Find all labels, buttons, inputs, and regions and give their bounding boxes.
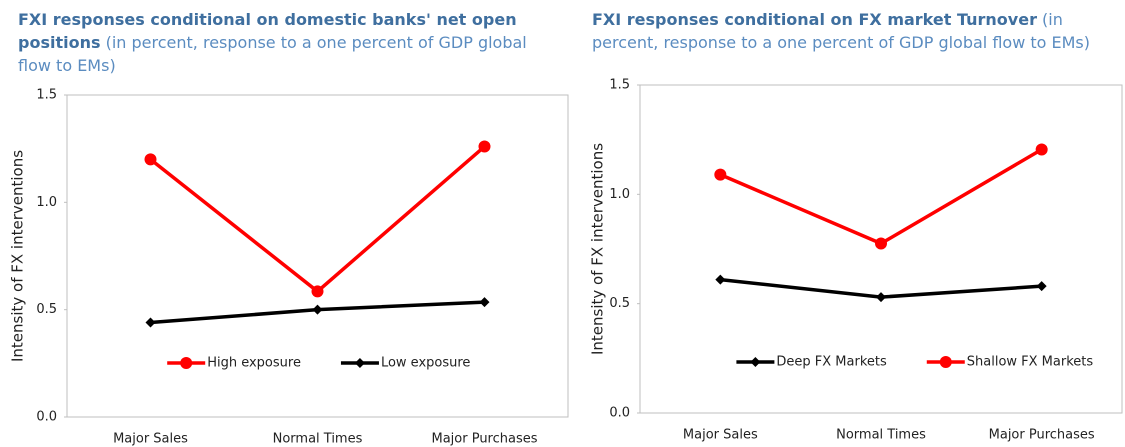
chart-heading: FXI responses conditional on domestic ba… <box>18 8 563 77</box>
data-point <box>145 317 156 328</box>
legend-label: High exposure <box>207 356 301 371</box>
legend-marker <box>939 356 952 368</box>
x-tick-label: Major Purchases <box>431 432 537 447</box>
y-tick-label: 0.0 <box>609 406 630 421</box>
plot-area <box>66 94 569 418</box>
plot-area <box>639 84 1123 414</box>
y-tick-label: 0.0 <box>36 410 57 425</box>
data-point <box>144 153 157 166</box>
x-tick-label: Normal Times <box>836 428 926 443</box>
data-point <box>876 292 886 303</box>
data-point <box>1035 143 1048 156</box>
legend-label: Shallow FX Markets <box>967 355 1094 370</box>
legend-marker <box>180 357 193 369</box>
data-point <box>478 140 491 153</box>
legend-marker <box>750 357 761 367</box>
data-point <box>312 304 323 315</box>
y-tick-label: 0.5 <box>36 302 57 317</box>
x-tick-label: Major Sales <box>113 432 188 447</box>
data-point <box>714 168 727 181</box>
chart-title: FXI responses conditional on domestic ba… <box>18 10 517 52</box>
y-axis-label: Intensity of FX interventions <box>589 143 607 355</box>
x-tick-label: Major Purchases <box>989 428 1095 443</box>
legend-label: Low exposure <box>381 356 470 371</box>
data-point <box>875 237 887 250</box>
y-axis-label: Intensity of FX interventions <box>9 150 27 362</box>
y-tick-label: 0.5 <box>609 296 630 311</box>
chart-heading: FXI responses conditional on FX market T… <box>592 8 1122 54</box>
data-point <box>311 285 324 298</box>
legend-label: Deep FX Markets <box>776 355 887 370</box>
legend-marker <box>354 358 365 368</box>
y-tick-label: 1.5 <box>36 88 57 103</box>
chart-title: FXI responses conditional on FX market T… <box>592 10 1037 29</box>
chart-subtitle: (in percent, response to a one percent o… <box>18 33 527 75</box>
data-point <box>715 274 726 285</box>
y-tick-label: 1.0 <box>609 187 630 202</box>
x-tick-label: Major Sales <box>683 428 758 443</box>
data-point <box>479 297 490 308</box>
x-tick-label: Normal Times <box>273 432 363 447</box>
data-point <box>1036 281 1047 292</box>
series-line <box>719 147 1043 246</box>
chart-subtitle: (in percent, response to a one percent o… <box>592 10 1090 52</box>
series-line <box>149 145 486 294</box>
y-tick-label: 1.0 <box>36 195 57 210</box>
y-tick-label: 1.5 <box>609 78 630 93</box>
